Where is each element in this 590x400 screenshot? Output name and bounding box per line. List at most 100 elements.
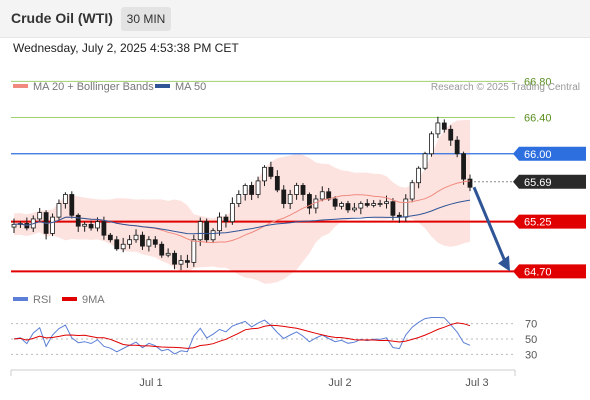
candle-body xyxy=(377,203,383,205)
candle-body xyxy=(210,230,216,241)
forecast-arrow xyxy=(472,186,507,263)
rsi9ma-legend-swatch xyxy=(62,297,77,301)
rsi-legend-swatch xyxy=(13,297,28,301)
x-tick-label: Jul 2 xyxy=(328,377,351,389)
candle-body xyxy=(454,139,460,155)
level-label: 66.40 xyxy=(524,113,552,125)
candle-body xyxy=(82,223,88,227)
rsi-tick-label: 50 xyxy=(525,334,537,346)
rsi-tick-label: 70 xyxy=(525,319,537,331)
candle-body xyxy=(319,191,325,200)
ma50-legend-swatch xyxy=(155,84,170,88)
candle-body xyxy=(390,201,396,216)
candle-body xyxy=(37,212,43,220)
rsi-9ma-line xyxy=(13,322,471,349)
candle-body xyxy=(351,207,357,211)
rsi9ma-legend-label: 9MA xyxy=(82,294,105,306)
candle-body xyxy=(114,239,120,250)
candle-body xyxy=(120,243,126,250)
candle-body xyxy=(178,260,184,265)
candle-body xyxy=(185,260,190,263)
candle-body xyxy=(255,180,261,195)
candle-body xyxy=(262,166,267,182)
candle-body xyxy=(152,239,158,245)
support-label-tag xyxy=(513,214,586,229)
candle-body xyxy=(229,203,235,223)
rsi-line xyxy=(13,317,471,355)
candle-body xyxy=(364,203,370,206)
rsi-legend-label: RSI xyxy=(33,294,51,306)
candle-body xyxy=(62,194,68,204)
candle-body xyxy=(172,252,177,265)
candle-body xyxy=(101,221,107,236)
support-label: 65.25 xyxy=(524,217,552,229)
x-tick-label: Jul 1 xyxy=(139,377,162,389)
candle-body xyxy=(159,243,165,256)
candle-body xyxy=(429,133,434,155)
candle-body xyxy=(441,122,447,130)
timestamp: Wednesday, July 2, 2025 4:53:38 PM CET xyxy=(13,41,239,55)
candle-body xyxy=(332,198,338,207)
candle-body xyxy=(461,153,466,180)
candle-body xyxy=(274,175,280,191)
candle-body xyxy=(287,194,293,204)
candle-body xyxy=(236,194,242,204)
candle-body xyxy=(326,191,332,200)
candle-body xyxy=(371,203,377,206)
support-label: 64.70 xyxy=(524,266,552,278)
ma50-line xyxy=(13,199,471,235)
x-tick-label: Jul 3 xyxy=(465,377,488,389)
candle-body xyxy=(223,216,229,223)
candle-body xyxy=(422,153,428,169)
candle-body xyxy=(107,234,113,241)
candle-body xyxy=(358,203,364,209)
candle-body xyxy=(217,216,222,232)
candle-body xyxy=(403,198,409,218)
last-price-label: 65.69 xyxy=(524,177,552,189)
pivot-label-tag xyxy=(513,146,586,161)
candle-body xyxy=(88,223,94,229)
interval-button[interactable]: 30 MIN xyxy=(121,7,171,31)
candle-body xyxy=(165,252,171,256)
candle-body xyxy=(435,122,441,135)
candle-body xyxy=(75,214,81,227)
candle-body xyxy=(204,221,210,241)
candle-body xyxy=(294,185,299,195)
candle-body xyxy=(249,185,255,195)
candle-body xyxy=(50,216,55,234)
candle-body xyxy=(300,185,306,195)
ma20-legend-label: MA 20 + Bollinger Bands xyxy=(33,81,154,93)
candle-body xyxy=(268,166,274,177)
level-label: 66.80 xyxy=(524,76,552,88)
candle-body xyxy=(242,185,248,195)
candle-body xyxy=(69,194,75,216)
candle-body xyxy=(146,239,152,247)
support-label-tag xyxy=(513,264,586,279)
candle-body xyxy=(56,203,62,218)
pivot-label: 66.00 xyxy=(524,149,552,161)
chart-header: Crude Oil (WTI) 30 MIN xyxy=(0,0,590,38)
candle-body xyxy=(281,189,287,204)
forecast-arrowhead xyxy=(498,255,510,272)
ma20-legend-swatch xyxy=(13,84,28,88)
instrument-title: Crude Oil (WTI) xyxy=(11,10,113,26)
candle-body xyxy=(345,203,351,211)
ma50-legend-label: MA 50 xyxy=(175,81,206,93)
candle-body xyxy=(191,239,197,263)
candle-body xyxy=(467,178,473,188)
candle-body xyxy=(384,201,389,204)
last-price-label-tag xyxy=(513,174,586,189)
candle-body xyxy=(307,194,312,209)
candle-body xyxy=(409,182,415,200)
candle-body xyxy=(133,234,139,241)
candle-body xyxy=(140,234,145,247)
candle-body xyxy=(95,221,100,229)
candle-body xyxy=(339,203,344,207)
candle-body xyxy=(127,239,133,245)
candle-body xyxy=(416,167,422,184)
copyright: Research © 2025 Trading Central xyxy=(431,82,580,93)
candle-body xyxy=(197,221,203,241)
rsi-tick-label: 30 xyxy=(525,349,537,361)
candle-body xyxy=(448,128,454,141)
